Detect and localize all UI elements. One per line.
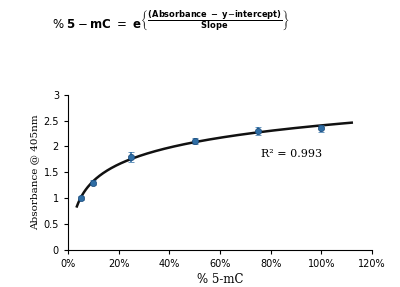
Text: R² = 0.993: R² = 0.993 <box>260 149 322 159</box>
Text: $\%\ \mathbf{5} - \mathbf{mC}\ =\ \mathbf{e}^{\left\{\dfrac{\mathbf{(Absorbance\: $\%\ \mathbf{5} - \mathbf{mC}\ =\ \mathb… <box>52 9 290 33</box>
X-axis label: % 5-mC: % 5-mC <box>197 273 243 286</box>
Y-axis label: Absorbance @ 405nm: Absorbance @ 405nm <box>30 115 39 230</box>
